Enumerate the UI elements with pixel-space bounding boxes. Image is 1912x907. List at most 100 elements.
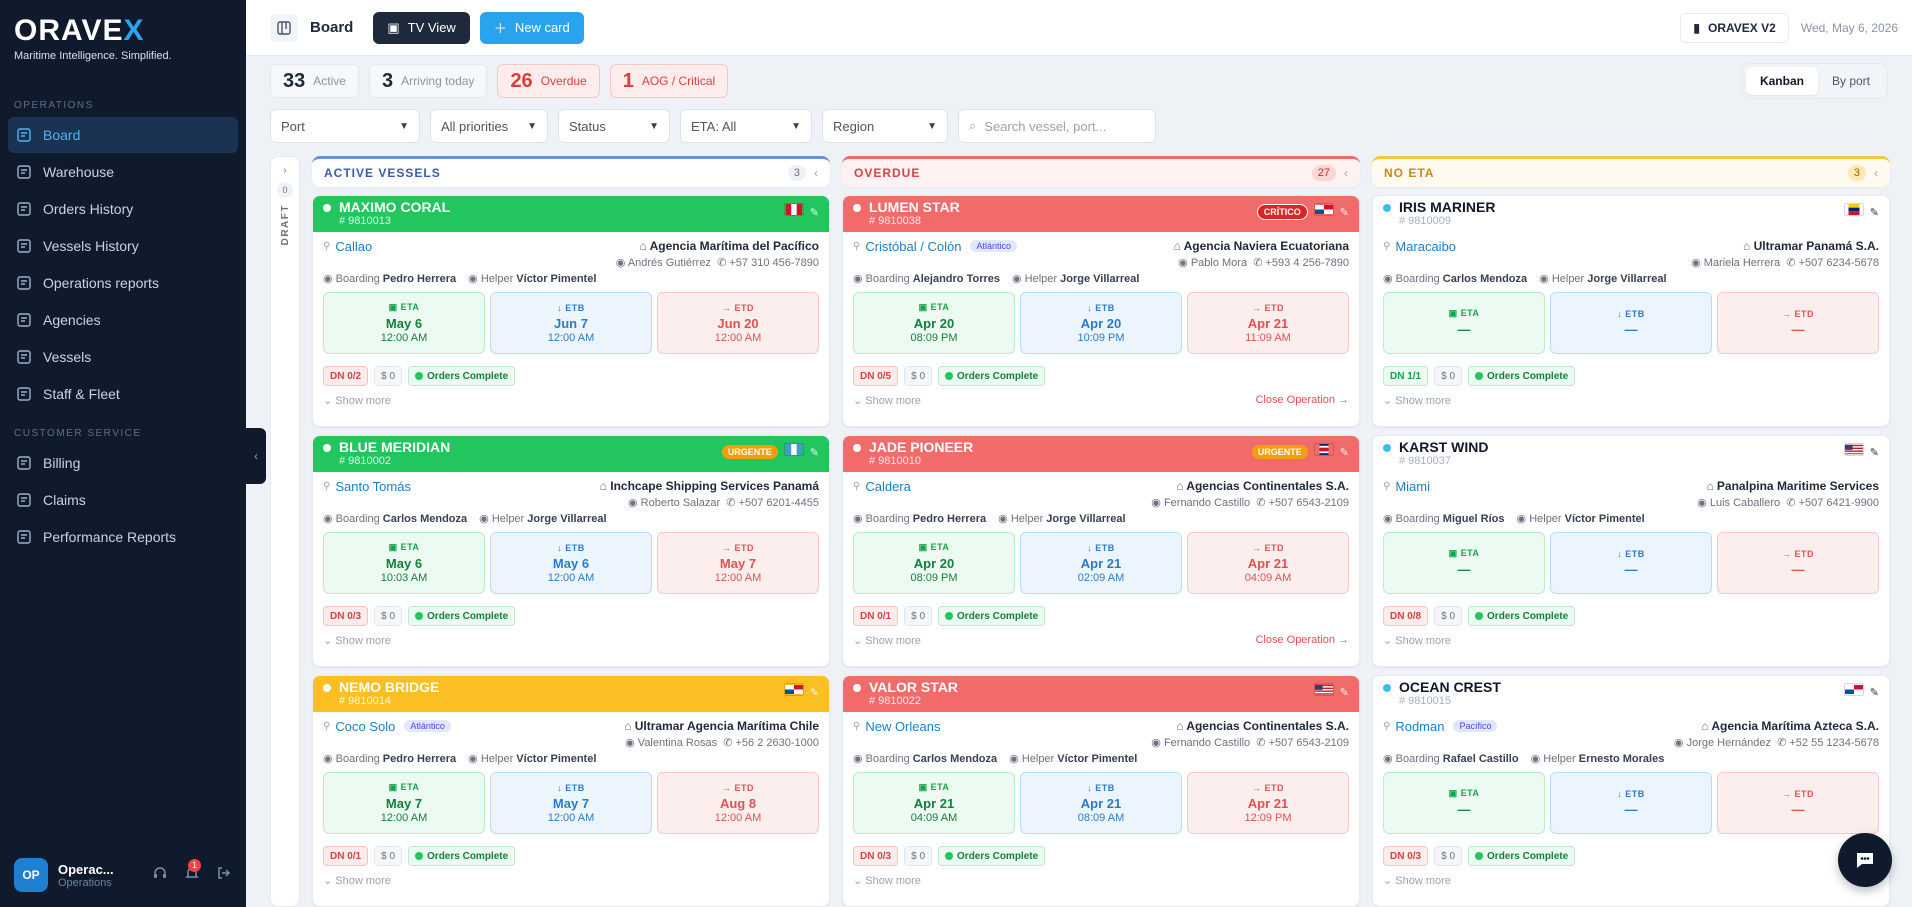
sidebar-item-operations-reports[interactable]: Operations reports	[8, 265, 238, 301]
edit-icon[interactable]: ✎	[1869, 446, 1879, 459]
pin-icon: ⚲	[323, 240, 331, 252]
region-filter[interactable]: Region ▼	[822, 109, 948, 143]
close-operation-link[interactable]: Close Operation →	[1255, 394, 1349, 406]
sidebar-item-vessels-history[interactable]: Vessels History	[8, 228, 238, 264]
sidebar-item-claims[interactable]: Claims	[8, 482, 238, 518]
vessel-card[interactable]: LUMEN STAR # 9810038 CRÍTICO ✎ ⚲ Cristóbal / …	[842, 195, 1360, 427]
orders-status-badge[interactable]: Orders Complete	[408, 366, 516, 386]
vessel-card[interactable]: BLUE MERIDIAN # 9810002 URGENTE ✎ ⚲ Santo Tom…	[312, 435, 830, 667]
stat-active[interactable]: 33 Active	[270, 64, 359, 98]
dn-badge[interactable]: DN 1/1	[1383, 366, 1429, 386]
port-link[interactable]: ⚲ Callao	[323, 238, 373, 254]
vessel-card[interactable]: OCEAN CREST # 9810015 ✎ ⚲ Rodman Pacífico ⌂ Ag…	[1372, 675, 1890, 907]
vessel-card[interactable]: VALOR STAR # 9810022 ✎ ⚲ New Orleans ⌂ Agenci…	[842, 675, 1360, 907]
edit-icon[interactable]: ✎	[1869, 206, 1879, 219]
crew-row: ◉ Boarding Pedro Herrera ◉ Helper Jorge V…	[853, 513, 1126, 525]
show-more-toggle[interactable]: ⌄ Show more	[323, 395, 391, 407]
show-more-toggle[interactable]: ⌄ Show more	[1383, 395, 1451, 407]
by-port-view-button[interactable]: By port	[1831, 74, 1870, 88]
status-filter[interactable]: Status ▼	[558, 109, 670, 143]
dn-badge[interactable]: DN 0/3	[853, 846, 899, 866]
chat-button[interactable]	[1838, 833, 1892, 887]
orders-status-badge[interactable]: Orders Complete	[938, 366, 1046, 386]
stat-value: 3	[381, 69, 394, 92]
kanban-view-button[interactable]: Kanban	[1745, 67, 1818, 95]
etb-box: ↓ ETB Apr 21 08:09 AM	[1020, 772, 1182, 834]
vessel-card[interactable]: IRIS MARINER # 9810009 ✎ ⚲ Maracaibo ⌂ Ultram…	[1372, 195, 1890, 427]
vessel-card[interactable]: JADE PIONEER # 9810010 URGENTE ✎ ⚲ Caldera ⌂ A…	[842, 435, 1360, 667]
sidebar-item-staff-fleet[interactable]: Staff & Fleet	[8, 376, 238, 412]
sidebar-item-agencies[interactable]: Agencies	[8, 302, 238, 338]
show-more-toggle[interactable]: ⌄ Show more	[323, 635, 391, 647]
port-link[interactable]: ⚲ Coco Solo Atlántico	[323, 719, 451, 734]
schedule-row: ▣ ETA Apr 20 08:09 PM ↓ ETB Apr 20 10:09 PM → …	[853, 292, 1349, 354]
edit-icon[interactable]: ✎	[1339, 206, 1349, 219]
collapse-column-icon[interactable]: ‹	[1874, 166, 1878, 180]
orders-status-badge[interactable]: Orders Complete	[938, 846, 1046, 866]
stat-overdue[interactable]: 26 Overdue	[497, 64, 600, 98]
show-more-toggle[interactable]: ⌄ Show more	[853, 395, 921, 407]
vessel-card[interactable]: MAXIMO CORAL # 9810013 ✎ ⚲ Callao ⌂ Agencia M…	[312, 195, 830, 427]
sidebar-item-orders-history[interactable]: Orders History	[8, 191, 238, 227]
collapse-column-icon[interactable]: ‹	[1344, 166, 1348, 180]
sidebar-item-performance-reports[interactable]: Performance Reports	[8, 519, 238, 555]
priority-filter[interactable]: All priorities ▼	[430, 109, 548, 143]
port-link[interactable]: ⚲ Caldera	[853, 478, 911, 494]
edit-icon[interactable]: ✎	[809, 446, 819, 459]
port-link[interactable]: ⚲ Miami	[1383, 478, 1430, 494]
dn-badge[interactable]: DN 0/2	[323, 366, 369, 386]
port-link[interactable]: ⚲ New Orleans	[853, 718, 941, 734]
show-more-toggle[interactable]: ⌄ Show more	[853, 875, 921, 887]
dn-badge[interactable]: DN 0/3	[323, 606, 369, 626]
port-link[interactable]: ⚲ Maracaibo	[1383, 238, 1457, 254]
sidebar-item-vessels[interactable]: Vessels	[8, 339, 238, 375]
draft-column[interactable]: › 0 DRAFT	[270, 156, 300, 907]
tv-view-button[interactable]: ▣ TV View	[373, 11, 470, 44]
chevron-right-icon[interactable]: ›	[283, 165, 287, 176]
eta-filter[interactable]: ETA: All ▼	[680, 109, 812, 143]
edit-icon[interactable]: ✎	[809, 206, 819, 219]
port-link[interactable]: ⚲ Santo Tomás	[323, 478, 411, 494]
edit-icon[interactable]: ✎	[809, 686, 819, 699]
vessel-card[interactable]: KARST WIND # 9810037 ✎ ⚲ Miami ⌂ Panalpina Ma…	[1372, 435, 1890, 667]
close-operation-link[interactable]: Close Operation →	[1255, 634, 1349, 646]
edit-icon[interactable]: ✎	[1869, 686, 1879, 699]
search-input[interactable]: ⌕ Search vessel, port...	[958, 109, 1156, 143]
sidebar-item-board[interactable]: Board	[8, 117, 238, 153]
stat-aog-critical[interactable]: 1 AOG / Critical	[609, 64, 729, 98]
port-filter[interactable]: Port ▼	[270, 109, 420, 143]
logo[interactable]: ORAVEX	[14, 14, 145, 47]
new-card-button[interactable]: ＋ New card	[479, 11, 584, 44]
orders-status-badge[interactable]: Orders Complete	[1468, 846, 1576, 866]
stat-arriving-today[interactable]: 3 Arriving today	[368, 64, 488, 98]
column-title: OVERDUE	[854, 166, 921, 180]
port-link[interactable]: ⚲ Cristóbal / Colón Atlántico	[853, 239, 1017, 254]
logout-icon[interactable]	[216, 865, 232, 886]
collapse-column-icon[interactable]: ‹	[814, 166, 818, 180]
dn-badge[interactable]: DN 0/1	[323, 846, 369, 866]
show-more-toggle[interactable]: ⌄ Show more	[323, 875, 391, 887]
sidebar-item-billing[interactable]: Billing	[8, 445, 238, 481]
dn-badge[interactable]: DN 0/1	[853, 606, 899, 626]
orders-status-badge[interactable]: Orders Complete	[1468, 606, 1576, 626]
show-more-toggle[interactable]: ⌄ Show more	[853, 635, 921, 647]
sidebar-item-label: Billing	[43, 455, 81, 471]
collapse-sidebar-button[interactable]: ‹	[246, 428, 266, 484]
sidebar-item-warehouse[interactable]: Warehouse	[8, 154, 238, 190]
dn-badge[interactable]: DN 0/8	[1383, 606, 1429, 626]
vessel-card[interactable]: NEMO BRIDGE # 9810014 ✎ ⚲ Coco Solo Atlántico…	[312, 675, 830, 907]
dn-badge[interactable]: DN 0/3	[1383, 846, 1429, 866]
device-selector[interactable]: ▮ ORAVEX V2	[1680, 12, 1789, 43]
orders-status-badge[interactable]: Orders Complete	[408, 846, 516, 866]
show-more-toggle[interactable]: ⌄ Show more	[1383, 635, 1451, 647]
headset-icon[interactable]	[152, 865, 168, 886]
orders-status-badge[interactable]: Orders Complete	[938, 606, 1046, 626]
orders-status-badge[interactable]: Orders Complete	[1468, 366, 1576, 386]
avatar[interactable]: OP	[14, 858, 48, 892]
edit-icon[interactable]: ✎	[1339, 446, 1349, 459]
dn-badge[interactable]: DN 0/5	[853, 366, 899, 386]
show-more-toggle[interactable]: ⌄ Show more	[1383, 875, 1451, 887]
port-link[interactable]: ⚲ Rodman Pacífico	[1383, 719, 1498, 734]
edit-icon[interactable]: ✎	[1339, 686, 1349, 699]
orders-status-badge[interactable]: Orders Complete	[408, 606, 516, 626]
